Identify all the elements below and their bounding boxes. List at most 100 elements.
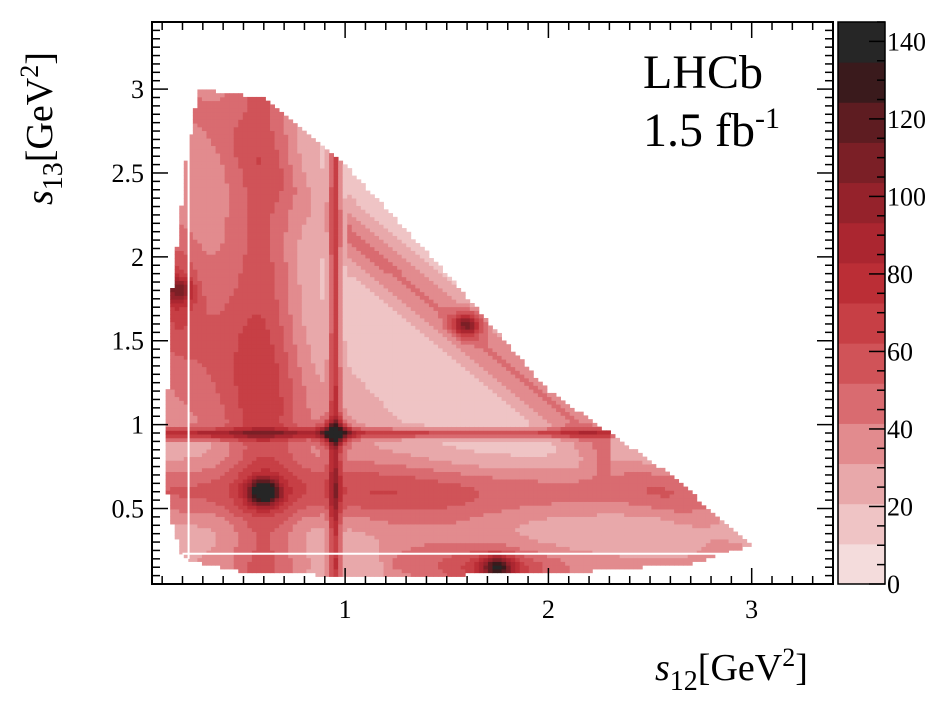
heatmap-cell	[215, 505, 221, 510]
heatmap-cell	[274, 201, 280, 206]
heatmap-cell	[256, 149, 262, 154]
heatmap-cell	[233, 456, 239, 461]
heatmap-cell	[315, 531, 321, 536]
heatmap-cell	[242, 190, 248, 195]
heatmap-cell	[215, 141, 221, 147]
heatmap-cell	[297, 539, 303, 544]
heatmap-cell	[247, 325, 253, 330]
heatmap-cell	[201, 175, 207, 180]
heatmap-cell	[306, 156, 312, 162]
heatmap-cell	[256, 456, 262, 461]
heatmap-cell	[351, 186, 357, 191]
heatmap-cell	[224, 269, 230, 274]
heatmap-cell	[333, 325, 339, 330]
heatmap-cell	[270, 527, 275, 532]
heatmap-cell	[288, 220, 294, 225]
heatmap-cell	[333, 194, 339, 199]
heatmap-cell	[260, 138, 266, 143]
heatmap-cell	[247, 385, 253, 390]
heatmap-cell	[211, 400, 216, 405]
heatmap-cell	[192, 325, 198, 330]
heatmap-cell	[333, 370, 339, 375]
heatmap-cell	[310, 359, 316, 364]
heatmap-cell	[315, 497, 321, 502]
heatmap-cell	[265, 175, 271, 180]
heatmap-cell	[260, 284, 266, 289]
heatmap-cell	[329, 213, 334, 218]
heatmap-cell	[183, 377, 189, 383]
heatmap-cell	[338, 175, 344, 180]
heatmap-cell	[301, 430, 307, 435]
heatmap-cell	[360, 486, 366, 491]
heatmap-cell	[215, 96, 221, 102]
heatmap-cell	[274, 149, 280, 154]
heatmap-cell	[338, 572, 344, 577]
heatmap-cell	[174, 310, 180, 315]
heatmap-cell	[306, 332, 312, 338]
heatmap-cell	[297, 347, 303, 353]
heatmap-cell	[256, 164, 262, 169]
heatmap-cell	[256, 295, 262, 300]
heatmap-cell	[211, 119, 216, 124]
heatmap-cell	[347, 254, 353, 259]
heatmap-cell	[315, 554, 321, 559]
heatmap-cell	[274, 340, 280, 345]
heatmap-cell	[256, 261, 262, 266]
heatmap-cell	[251, 389, 257, 394]
heatmap-cell	[251, 520, 257, 525]
heatmap-cell	[329, 246, 334, 251]
heatmap-cell	[188, 419, 194, 424]
heatmap-cell	[256, 329, 262, 334]
heatmap-cell	[338, 407, 344, 413]
heatmap-cell	[206, 205, 212, 210]
heatmap-cell	[315, 471, 321, 476]
heatmap-cell	[297, 404, 303, 409]
heatmap-cell	[351, 269, 357, 274]
heatmap-cell	[192, 138, 198, 143]
heatmap-cell	[192, 359, 198, 364]
heatmap-cell	[329, 164, 334, 169]
heatmap-cell	[206, 224, 212, 229]
heatmap-cell	[256, 235, 262, 240]
heatmap-cell	[347, 317, 353, 323]
heatmap-cell	[174, 288, 180, 293]
heatmap-cell	[292, 224, 298, 229]
heatmap-cell	[233, 115, 239, 120]
heatmap-cell	[274, 194, 280, 199]
heatmap-cell	[192, 273, 198, 278]
heatmap-cell	[197, 190, 203, 195]
heatmap-cell	[229, 130, 235, 135]
heatmap-cell	[242, 317, 248, 323]
heatmap-cell	[224, 254, 230, 259]
heatmap-cell	[179, 325, 185, 330]
heatmap-cell	[197, 347, 203, 353]
heatmap-cell	[165, 479, 171, 484]
heatmap-cell	[347, 179, 353, 184]
heatmap-cell	[247, 119, 253, 124]
heatmap-cell	[201, 104, 207, 109]
heatmap-cell	[251, 415, 257, 420]
heatmap-cell	[197, 198, 203, 203]
heatmap-cell	[270, 108, 275, 113]
heatmap-cell	[351, 258, 357, 263]
heatmap-cell	[201, 299, 207, 304]
heatmap-cell	[338, 516, 344, 521]
heatmap-cell	[192, 471, 198, 476]
heatmap-cell	[297, 303, 303, 308]
heatmap-cell	[211, 494, 216, 499]
heatmap-cell	[197, 310, 203, 315]
heatmap-cell	[179, 258, 185, 263]
heatmap-cell	[283, 231, 289, 236]
heatmap-cell	[356, 366, 362, 371]
heatmap-cell	[220, 407, 226, 413]
heatmap-cell	[238, 392, 244, 398]
heatmap-cell	[319, 542, 325, 547]
heatmap-cell	[206, 449, 212, 454]
heatmap-cell	[170, 516, 176, 521]
heatmap-cell	[301, 509, 307, 514]
heatmap-cell	[301, 254, 307, 259]
heatmap-cell	[288, 269, 294, 274]
heatmap-cell	[211, 430, 216, 435]
heatmap-cell	[292, 377, 298, 383]
heatmap-cell	[260, 303, 266, 308]
